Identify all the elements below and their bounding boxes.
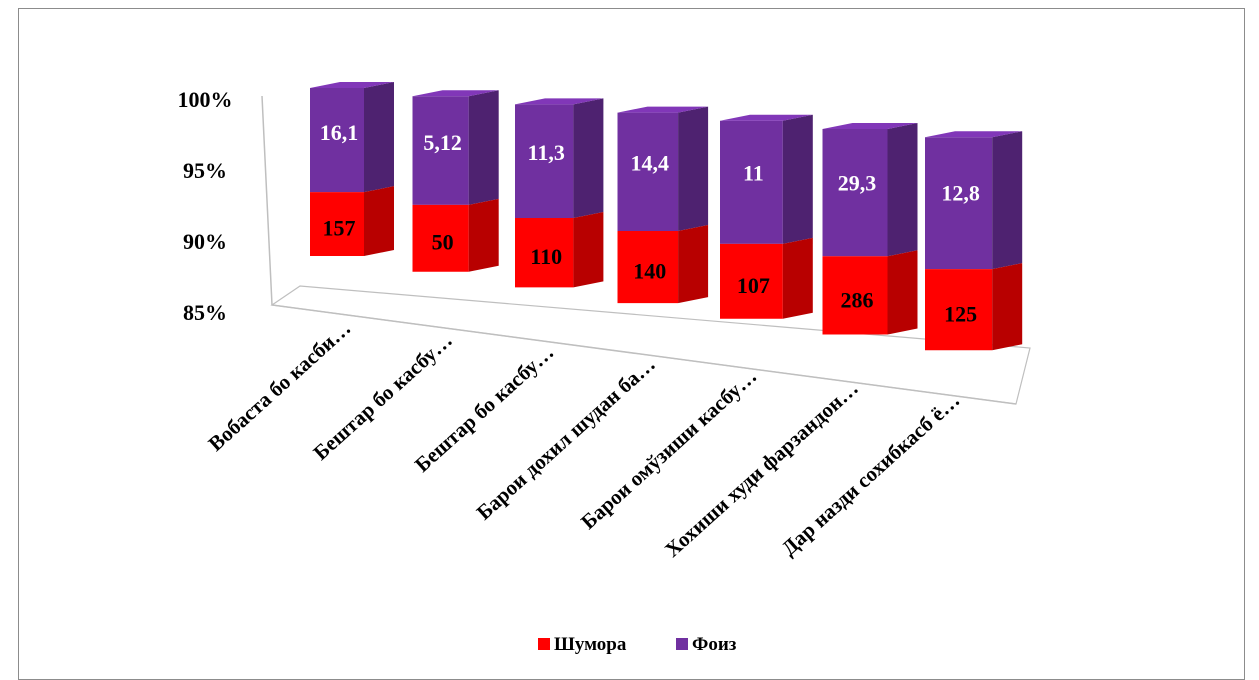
data-label-shumora: 50 (432, 230, 454, 255)
bar-segment-foiz (310, 88, 364, 193)
data-label-foiz: 5,12 (423, 130, 462, 155)
bar-stack: 14,4 140 (617, 106, 709, 304)
data-label-foiz: 12,8 (941, 181, 980, 206)
bar-segment-shumora (617, 231, 679, 304)
y-axis-ticks: 85% 90% 95% 100% (178, 87, 233, 325)
bar-segment-shumora (822, 256, 888, 335)
bar-segment-foiz (925, 137, 993, 270)
data-label-foiz: 11,3 (528, 140, 565, 165)
chart-walls (261, 95, 1031, 405)
bar-side-shumora (992, 263, 1023, 351)
bar-segment-foiz (720, 120, 783, 244)
bar-segment-shumora (310, 192, 364, 256)
data-label-foiz: 29,3 (838, 170, 877, 195)
bar-side-foiz (468, 90, 499, 205)
data-label-shumora: 157 (323, 215, 356, 240)
category-label: Хохиши худи фарзандон… (660, 376, 863, 562)
bar-stack: 5,12 50 (412, 90, 499, 272)
bar-stack: 12,8 125 (925, 131, 1023, 351)
bar-side-shumora (364, 186, 394, 256)
bar-top-foiz (515, 98, 604, 105)
bar-segment-shumora (720, 243, 783, 319)
bar-side-foiz (887, 123, 918, 257)
bar-side-shumora (782, 237, 813, 319)
bar-segment-shumora (412, 204, 469, 272)
y-tick-label: 90% (183, 229, 227, 254)
legend-swatch (538, 638, 550, 650)
y-tick-label: 95% (183, 158, 227, 183)
bar-side-foiz (992, 131, 1023, 270)
bar-side-shumora (678, 225, 709, 304)
data-label-shumora: 107 (737, 273, 770, 298)
bar-segment-foiz (822, 129, 888, 257)
bar-side-foiz (364, 82, 394, 193)
legend-swatch (676, 638, 688, 650)
bar-side-foiz (782, 114, 813, 244)
bar-side-shumora (468, 198, 499, 272)
bar-stack: 11,3 110 (515, 98, 604, 288)
bar-side-shumora (887, 250, 918, 335)
legend-label: Шумора (554, 634, 627, 655)
bars: 16,1 157 5,12 50 11,3 110 14,4 140 11 107 29,3 286 1… (310, 82, 1023, 351)
y-tick-label: 100% (178, 87, 233, 112)
bar-segment-foiz (412, 96, 469, 205)
floor (270, 285, 1031, 405)
legend: Шумора Фоиз (538, 634, 737, 655)
bar-stack: 16,1 157 (310, 82, 394, 256)
y-tick-label: 85% (183, 300, 227, 325)
bar-top-foiz (822, 123, 918, 129)
data-label-shumora: 125 (944, 302, 977, 327)
bar-stack: 11 107 (720, 114, 813, 319)
bar-segment-shumora (515, 218, 574, 288)
category-labels: Вобаста бо касби…Бештар бо касбу…Бештар … (204, 316, 965, 562)
bar-top-foiz (310, 82, 394, 88)
bar-side-foiz (678, 106, 709, 232)
data-label-shumora: 110 (530, 244, 562, 269)
data-label-foiz: 16,1 (320, 120, 359, 145)
bar-stack: 29,3 286 (822, 123, 918, 335)
bar-top-foiz (720, 114, 813, 121)
bar-top-foiz (925, 131, 1023, 138)
bar-side-foiz (573, 98, 604, 219)
legend-label: Фоиз (692, 634, 737, 655)
data-label-shumora: 140 (633, 259, 666, 284)
bar-segment-foiz (515, 104, 574, 219)
bar-side-shumora (573, 212, 604, 288)
data-label-foiz: 14,4 (631, 150, 670, 175)
bar-top-foiz (617, 106, 709, 113)
bar-top-foiz (412, 90, 499, 97)
bar-segment-shumora (925, 269, 993, 351)
data-label-foiz: 11 (743, 160, 764, 185)
data-label-shumora: 286 (841, 287, 874, 312)
bar-segment-foiz (617, 112, 679, 232)
